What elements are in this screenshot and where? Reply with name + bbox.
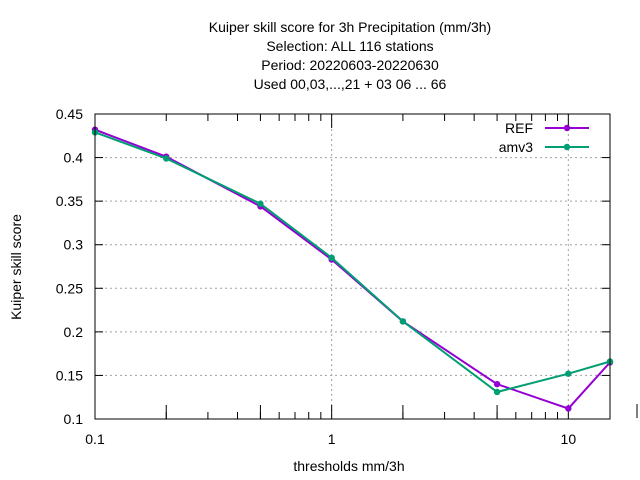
chart-title-line-3: Period: 20220603-20220630 [261, 57, 439, 73]
y-tick-label: 0.25 [56, 280, 83, 296]
y-tick-label: 0.45 [56, 106, 83, 122]
x-tick-label: 10 [561, 431, 577, 447]
data-point-amv3 [328, 254, 335, 261]
axis-ticks [94, 113, 638, 420]
chart-title-line-1: Kuiper skill score for 3h Precipitation … [209, 19, 491, 35]
plot-frame [94, 113, 611, 420]
y-tick-label: 0.1 [64, 411, 84, 427]
legend-marker-amv3 [563, 143, 571, 151]
data-point-REF [493, 380, 501, 388]
legend-label-REF: REF [505, 120, 533, 136]
grid-lines [95, 114, 610, 419]
chart-title-block: Kuiper skill score for 3h Precipitation … [209, 19, 491, 92]
x-axis-label: thresholds mm/3h [293, 458, 404, 474]
data-point-amv3 [399, 318, 407, 325]
legend: REF amv3 [499, 120, 589, 155]
data-point-REF [565, 405, 572, 412]
series-line-REF [94, 128, 611, 410]
legend-marker-REF [563, 124, 571, 132]
y-tick-label: 0.4 [64, 150, 84, 166]
y-tick-label: 0.3 [64, 237, 84, 253]
data-point-amv3 [565, 370, 572, 377]
x-tick-label: 0.1 [85, 431, 105, 447]
y-axis-label: Kuiper skill score [8, 214, 24, 320]
data-point-amv3 [163, 155, 170, 162]
legend-label-amv3: amv3 [499, 139, 533, 155]
y-tick-label: 0.15 [56, 367, 83, 383]
data-point-amv3 [493, 388, 501, 396]
chart-title-line-4: Used 00,03,...,21 + 03 06 ... 66 [254, 76, 447, 92]
data-point-amv3 [257, 200, 264, 207]
x-tick-label: 1 [328, 431, 336, 447]
series-group [91, 126, 614, 412]
series-line-amv3 [94, 131, 611, 394]
y-tick-label: 0.2 [64, 324, 84, 340]
tick-labels: 0.1 0.15 0.2 0.25 0.3 0.35 0.4 0.45 0.1 1 10 [56, 106, 577, 447]
y-tick-label: 0.35 [56, 193, 83, 209]
chart-title-line-2: Selection: ALL 116 stations [266, 38, 433, 54]
